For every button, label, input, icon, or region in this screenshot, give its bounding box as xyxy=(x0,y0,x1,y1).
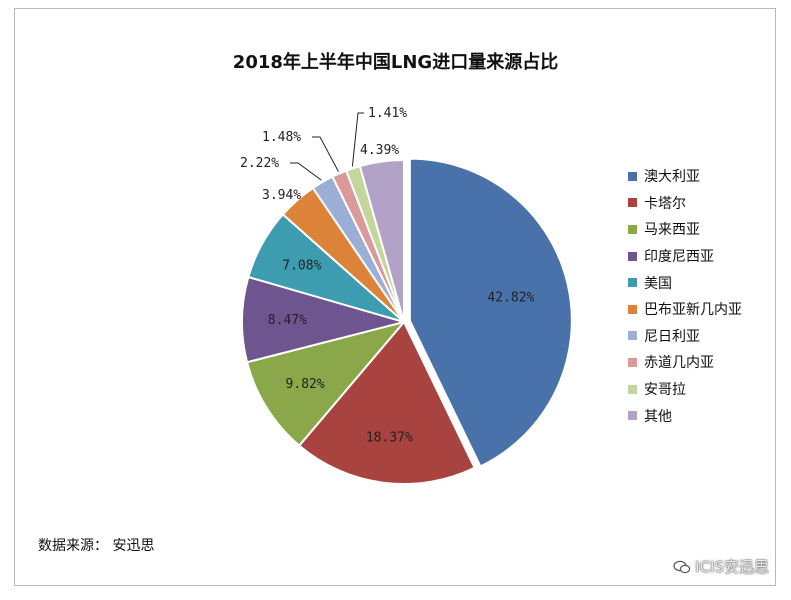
pie-slice xyxy=(297,320,476,485)
watermark: ICIS安迅思 xyxy=(673,556,769,577)
legend-label: 巴布亚新几内亚 xyxy=(644,302,742,319)
data-label: 9.82% xyxy=(286,377,325,392)
legend-item: 安哥拉 xyxy=(628,376,742,403)
chart-title: 2018年上半年中国LNG进口量来源占比 xyxy=(232,52,559,73)
legend-swatch xyxy=(628,224,637,234)
leader-line xyxy=(290,162,322,181)
legend-swatch xyxy=(628,171,637,181)
data-label: 1.48% xyxy=(262,130,301,145)
legend-label: 印度尼西亚 xyxy=(644,249,714,266)
data-label: 18.37% xyxy=(366,431,413,446)
data-label: 42.82% xyxy=(487,290,534,305)
legend-swatch xyxy=(628,304,637,314)
legend-item: 马来西亚 xyxy=(628,216,742,243)
watermark-text: ICIS安迅思 xyxy=(695,558,769,576)
legend-label: 澳大利亚 xyxy=(644,169,700,186)
legend-swatch xyxy=(628,357,637,367)
legend-label: 安哥拉 xyxy=(644,382,686,399)
legend-label: 卡塔尔 xyxy=(644,195,686,212)
legend-item: 赤道几内亚 xyxy=(628,349,742,376)
pie-slice xyxy=(241,275,408,364)
pie-slice xyxy=(408,157,573,468)
legend-swatch xyxy=(628,411,637,421)
data-label: 2.22% xyxy=(240,156,279,171)
data-label: 3.94% xyxy=(262,188,301,203)
legend-item: 印度尼西亚 xyxy=(628,243,742,270)
legend-item: 澳大利亚 xyxy=(628,163,742,190)
legend-label: 其他 xyxy=(644,408,672,425)
pie-slice xyxy=(358,158,405,323)
leader-line xyxy=(312,136,339,172)
legend-swatch xyxy=(628,198,637,208)
legend-label: 美国 xyxy=(644,275,672,292)
legend-label: 赤道几内亚 xyxy=(644,355,714,372)
legend-item: 其他 xyxy=(628,402,742,429)
chart-legend: 澳大利亚卡塔尔马来西亚印度尼西亚美国巴布亚新几内亚 尼日利亚赤道几内亚安哥拉其他 xyxy=(628,163,742,429)
legend-item: 尼日利亚 xyxy=(628,323,742,350)
leader-line xyxy=(351,112,364,167)
legend-label: 马来西亚 xyxy=(644,222,700,239)
legend-label: 尼日利亚 xyxy=(644,328,700,345)
legend-swatch xyxy=(628,251,637,261)
data-label: 1.41% xyxy=(368,106,407,121)
legend-item: 卡塔尔 xyxy=(628,190,742,217)
data-label: 8.47% xyxy=(268,313,307,328)
legend-swatch xyxy=(628,331,637,341)
data-source-note: 数据来源： 安迅思 xyxy=(38,538,155,554)
data-label: 4.39% xyxy=(360,143,399,158)
legend-swatch xyxy=(628,384,637,394)
legend-swatch xyxy=(628,278,637,288)
wechat-icon xyxy=(673,560,691,573)
legend-item: 美国 xyxy=(628,269,742,296)
legend-item: 巴布亚新几内亚 xyxy=(628,296,742,323)
data-label: 7.08% xyxy=(282,259,321,274)
